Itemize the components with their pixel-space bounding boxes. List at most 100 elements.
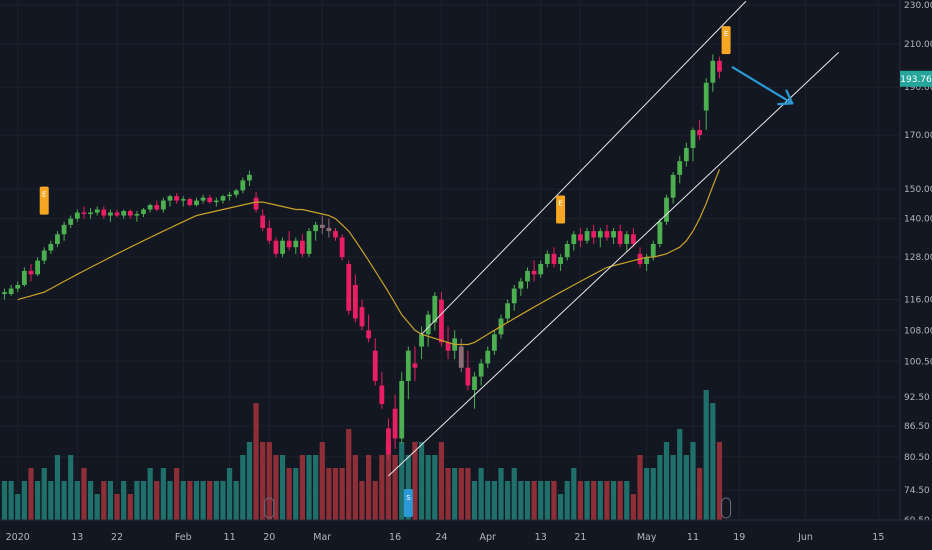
candle-body (154, 205, 160, 210)
candle-body (68, 218, 74, 225)
volume-bar (432, 455, 438, 520)
candle-body (114, 212, 120, 216)
volume-bar (524, 481, 531, 520)
candle-body (306, 231, 312, 254)
volume-bar (114, 494, 120, 520)
time-tick-label: 15 (872, 532, 884, 543)
candle-body (551, 253, 557, 264)
volume-bar (220, 481, 226, 520)
candle-body (180, 199, 186, 201)
volume-bar (412, 442, 418, 520)
time-tick-label: 16 (389, 532, 401, 543)
volume-bar (471, 481, 478, 520)
candle-body (571, 234, 577, 244)
forecast-arrow-head[interactable] (777, 102, 794, 106)
candle-body (399, 380, 405, 439)
channel-lower-line[interactable] (388, 52, 839, 477)
forecast-arrow-shaft[interactable] (731, 66, 794, 105)
candle-body (187, 199, 193, 206)
forecast-arrow[interactable] (731, 66, 794, 106)
candle-body (611, 231, 616, 238)
volume-bar (498, 468, 504, 520)
volume-bar (604, 481, 610, 520)
volume-bar (68, 455, 74, 520)
volume-bar (478, 468, 484, 520)
volume-bar (15, 494, 21, 520)
volume-bar (326, 468, 332, 520)
volume-bar (610, 481, 617, 520)
candle-body (28, 270, 34, 275)
candle-body (683, 147, 689, 162)
candle-body (518, 281, 524, 289)
volume-bar (551, 481, 557, 520)
candle-body (174, 196, 180, 201)
candle-body (160, 200, 166, 210)
candle-body (597, 231, 603, 238)
candle-body (485, 350, 491, 364)
last-price-label: 193.76 (900, 75, 932, 85)
volume-bar (716, 442, 723, 520)
volume-bar (630, 494, 636, 520)
candle-body (379, 385, 385, 405)
volume-bar (531, 481, 537, 520)
volume-bar (577, 481, 584, 520)
candle-body (439, 299, 444, 343)
candle-body (445, 342, 451, 351)
candle-body (525, 270, 530, 282)
candle-body (644, 257, 650, 264)
candle-body (710, 60, 716, 83)
candle-body (121, 211, 127, 216)
channel-upper-line[interactable] (421, 0, 747, 335)
volume-bar (624, 481, 630, 520)
candle-body (94, 209, 100, 213)
price-tick-label: 100.50 (904, 357, 932, 367)
volume-bar (683, 455, 689, 520)
volume-bar (405, 455, 411, 520)
volume-bar (319, 442, 325, 520)
volume-bars (1, 390, 723, 520)
volume-bar (385, 442, 392, 520)
volume-bar (94, 494, 100, 520)
volume-bar (293, 468, 299, 520)
volume-bar (670, 455, 676, 520)
candle-body (326, 227, 332, 232)
price-tick-label: 140.00 (904, 215, 932, 225)
volume-bar (28, 468, 34, 520)
candle-body (167, 196, 173, 201)
price-tick-label: 92.50 (904, 393, 930, 403)
volume-bar (207, 481, 213, 520)
volume-bar (8, 481, 14, 520)
volume-bar (226, 468, 233, 520)
price-tick-label: 108.00 (904, 326, 932, 336)
volume-bar (418, 442, 425, 520)
candle-body (41, 250, 47, 261)
earnings-marker-label: E (42, 191, 46, 199)
candle-body (293, 240, 299, 248)
volume-bar (306, 455, 312, 520)
candle-body (697, 130, 702, 136)
volume-bar (690, 442, 696, 520)
volume-bar (505, 481, 511, 520)
volume-bar (35, 481, 41, 520)
candle-body (194, 200, 199, 206)
volume-bar (458, 468, 464, 520)
time-tick-label: 20 (263, 532, 275, 543)
volume-bar (663, 442, 670, 520)
candle-body (88, 212, 93, 215)
candle-body (81, 212, 87, 215)
time-tick-label: 19 (733, 532, 745, 543)
candle-body (511, 288, 517, 304)
volume-bar (246, 442, 253, 520)
price-tick-label: 150.00 (904, 185, 932, 195)
price-tick-label: 80.50 (904, 453, 930, 463)
volume-bar (154, 481, 160, 520)
candle-body (286, 240, 292, 248)
volume-bar (399, 442, 405, 520)
forecast-arrow-head[interactable] (785, 89, 794, 105)
volume-bar (339, 468, 345, 520)
time-tick-label: 13 (535, 532, 547, 543)
time-axis-background[interactable] (0, 520, 932, 550)
price-tick-label: 74.50 (904, 486, 930, 496)
